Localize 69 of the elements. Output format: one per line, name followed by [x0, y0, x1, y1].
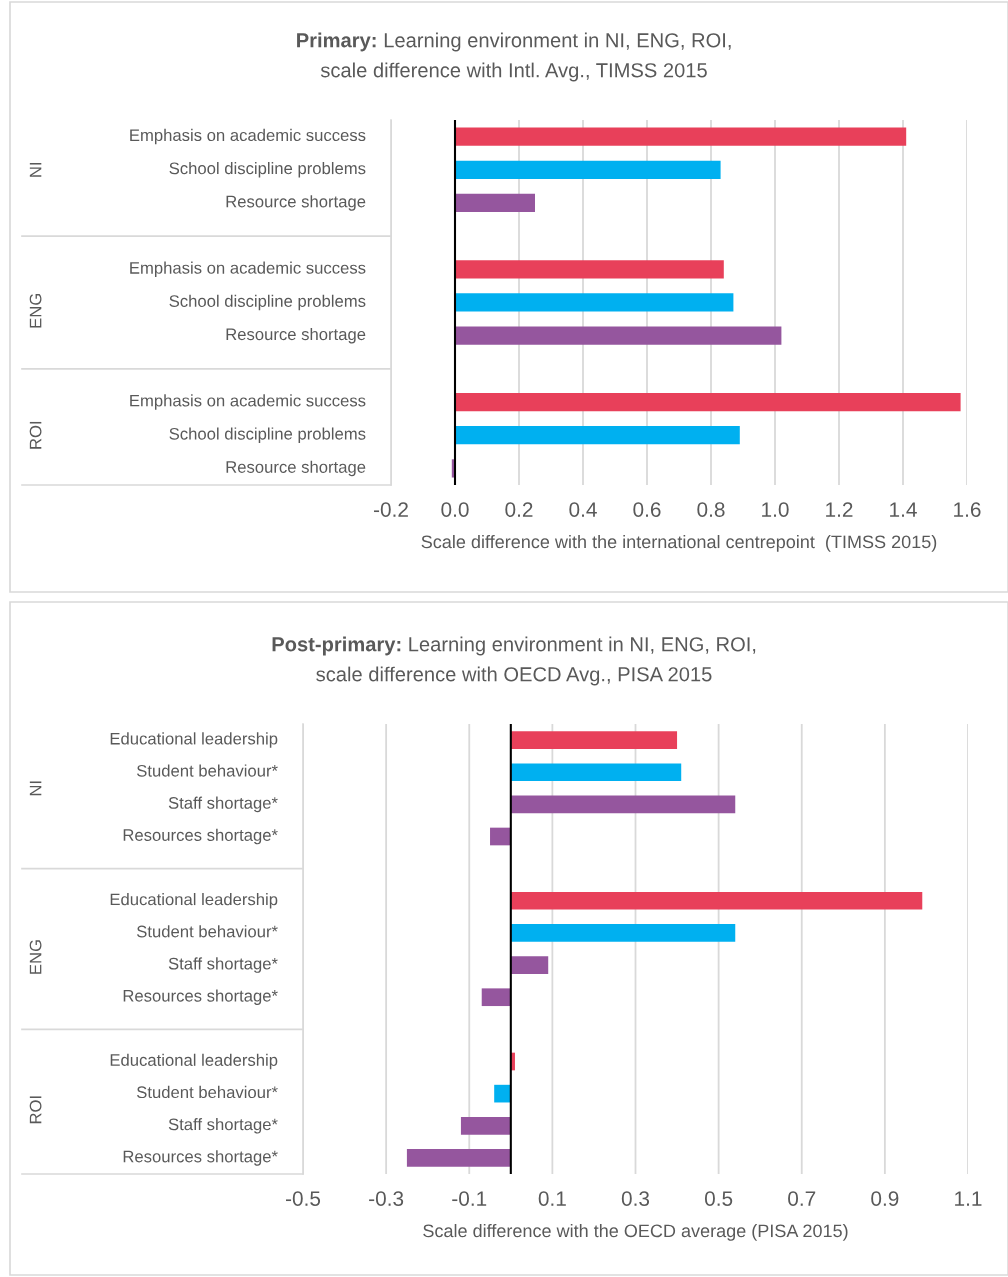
x-tick-label: 0.5	[704, 1191, 733, 1206]
y-tick-label: Student behaviour*	[136, 1085, 278, 1099]
bar	[455, 260, 724, 279]
y-tick-label: Emphasis on academic success	[130, 394, 366, 410]
bar	[455, 160, 721, 179]
x-tick-label: 1.4	[890, 502, 917, 517]
bar	[455, 392, 961, 412]
text: NI	[29, 781, 42, 796]
y-tick-label: School discipline problems	[169, 162, 366, 178]
x-tick-label: 1.2	[826, 502, 853, 517]
x-tick-label: -0.3	[369, 1191, 404, 1206]
y-tick-label: Resources shortage*	[123, 828, 278, 845]
x-tick-label: 0.7	[788, 1191, 816, 1206]
x-axis-title: Scale difference with the international centrepoint (TIMSS 2015)	[421, 534, 937, 552]
text: ENG	[29, 293, 42, 328]
chart-title: Primary: Learning environment in NI, ENG, ROI, scale difference with Intl. Avg., TIMSS 2015	[297, 32, 731, 82]
bar	[460, 1116, 511, 1135]
x-tick-label: 0.8	[697, 502, 725, 517]
bar	[510, 763, 682, 782]
y-tick-label: School discipline problems	[169, 427, 366, 443]
bar	[455, 426, 740, 445]
x-tick-label: 0.3	[621, 1191, 650, 1206]
x-tick-label: 0.1	[538, 1191, 566, 1206]
y-tick-label: Emphasis on academic success	[130, 261, 366, 278]
text: ENG	[29, 940, 42, 974]
bar	[481, 988, 511, 1007]
y-tick-label: Educational leadership	[110, 1053, 278, 1070]
x-tick-label: 0.4	[569, 502, 597, 517]
bar	[494, 1084, 511, 1103]
y-tick-label: Resources shortage*	[123, 989, 278, 1005]
bar	[455, 326, 782, 345]
y-tick-label: Staff shortage*	[168, 796, 278, 813]
x-tick-label: 0.0	[441, 502, 469, 517]
text: ROI	[29, 421, 42, 449]
bar	[455, 293, 734, 312]
x-tick-label: -0.1	[452, 1191, 487, 1206]
x-tick-label: 0.6	[633, 502, 661, 517]
y-tick-label: Staff shortage*	[168, 957, 278, 973]
y-tick-label: Student behaviour*	[136, 764, 278, 777]
x-tick-label: -0.5	[285, 1191, 321, 1206]
text: NI	[29, 162, 42, 177]
bar	[455, 193, 535, 213]
y-tick-label: Resource shortage	[226, 195, 366, 211]
y-tick-label: Student behaviour*	[136, 925, 278, 938]
bar	[510, 731, 678, 749]
chart-title: Post-primary: Learning environment in NI, ENG, ROI, scale difference with OECD Avg., PISA 2015	[272, 636, 756, 686]
y-tick-label: Emphasis on academic success	[130, 128, 366, 145]
x-tick-label: 0.9	[871, 1191, 899, 1206]
y-tick-label: Resource shortage	[226, 327, 366, 344]
y-tick-label: Educational leadership	[110, 732, 278, 748]
bar	[510, 891, 923, 910]
y-tick-label: Resource shortage	[226, 460, 366, 477]
bar	[406, 1149, 511, 1167]
bar	[455, 127, 907, 146]
bar	[510, 795, 736, 814]
y-tick-label: School discipline problems	[169, 294, 366, 311]
x-tick-label: 0.2	[505, 502, 533, 517]
y-tick-label: Staff shortage*	[168, 1118, 278, 1134]
x-axis-title: Scale difference with the OECD average (PISA 2015)	[423, 1223, 848, 1241]
y-tick-label: Educational leadership	[110, 893, 278, 909]
x-tick-label: -0.2	[373, 502, 408, 517]
text: ROI	[29, 1096, 42, 1124]
bar	[490, 827, 511, 846]
bar	[510, 924, 736, 942]
bar	[510, 956, 549, 974]
y-tick-label: Resources shortage*	[123, 1150, 278, 1166]
x-tick-label: 1.6	[954, 502, 981, 517]
x-tick-label: 1.0	[762, 502, 789, 517]
x-tick-label: 1.1	[955, 1191, 982, 1206]
